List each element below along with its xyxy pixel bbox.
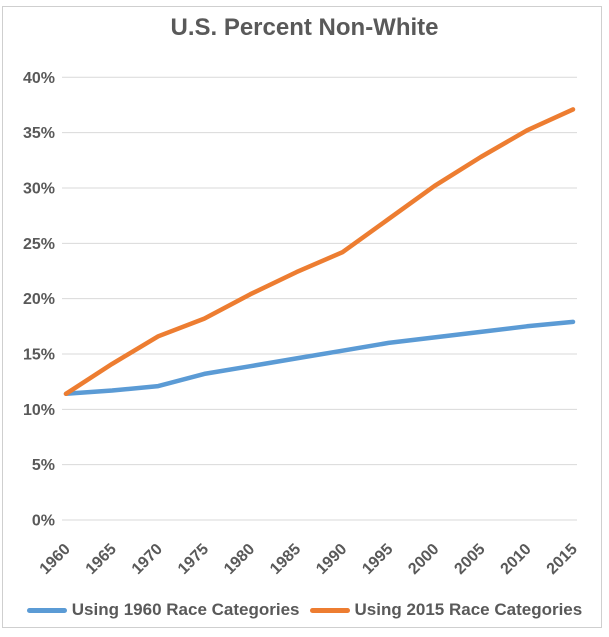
legend-item-1960-categories: Using 1960 Race Categories: [26, 600, 300, 620]
y-axis-tick-label: 35%: [23, 125, 55, 142]
legend-swatch-blue: [26, 607, 67, 613]
x-axis-tick-label: 2015: [544, 541, 581, 578]
y-axis-tick-label: 0%: [32, 513, 55, 530]
x-axis-tick-label: 2000: [405, 541, 442, 578]
legend-label: Using 1960 Race Categories: [71, 600, 300, 619]
chart-legend: Using 1960 Race Categories Using 2015 Ra…: [0, 600, 609, 620]
x-axis-tick-label: 1995: [359, 541, 396, 578]
x-axis-tick-label: 1985: [267, 541, 304, 578]
x-axis-tick-label: 1990: [313, 541, 350, 578]
legend-swatch-orange: [309, 607, 350, 613]
x-axis-tick-label: 1975: [175, 541, 212, 578]
legend-label: Using 2015 Race Categories: [354, 600, 583, 619]
y-axis-tick-label: 15%: [23, 346, 55, 363]
x-axis-tick-label: 1965: [83, 541, 120, 578]
y-axis-tick-label: 10%: [23, 402, 55, 419]
chart-title: U.S. Percent Non-White: [170, 14, 439, 41]
x-axis-tick-label: 2010: [498, 541, 535, 578]
series-line-orange: [63, 107, 576, 397]
x-axis-tick-label: 1970: [129, 541, 166, 578]
y-axis-tick-label: 5%: [32, 457, 55, 474]
chart-frame: [2, 6, 602, 628]
x-axis-tick-label: 1960: [37, 541, 74, 578]
y-axis-tick-label: 25%: [23, 236, 55, 253]
x-axis-tick-label: 1980: [221, 541, 258, 578]
legend-item-2015-categories: Using 2015 Race Categories: [309, 600, 583, 620]
y-axis-tick-label: 40%: [23, 70, 55, 87]
series-line-blue: [63, 319, 576, 397]
y-axis-tick-label: 30%: [23, 180, 55, 197]
x-axis-tick-label: 2005: [451, 541, 488, 578]
y-axis-tick-label: 20%: [23, 291, 55, 308]
